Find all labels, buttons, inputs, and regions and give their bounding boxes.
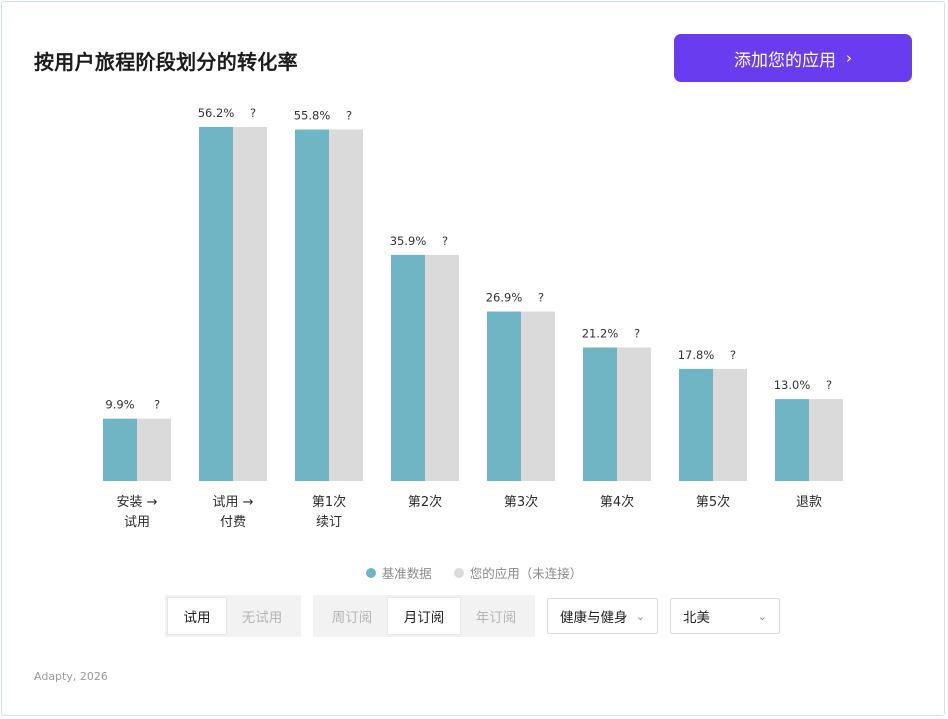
bar-benchmark-0 xyxy=(103,418,137,481)
category-select[interactable]: 健康与健身 ⌄ xyxy=(547,598,658,634)
subscription-option-yearly[interactable]: 年订阅 xyxy=(475,610,517,626)
legend-item-benchmark[interactable]: 基准数据 xyxy=(365,563,432,582)
chevron-down-icon: ⌄ xyxy=(757,609,767,623)
category-label-2-1: 续订 xyxy=(316,515,342,530)
category-label-7-0: 退款 xyxy=(796,495,822,510)
data-label-benchmark-4: 26.9% xyxy=(486,291,523,305)
bar-benchmark-2 xyxy=(295,129,329,481)
data-label-your-app-4: ? xyxy=(538,291,544,305)
category-label-3-0: 第2次 xyxy=(408,494,442,510)
chart-legend: 基准数据 您的应用（未连接） xyxy=(0,563,948,582)
subscription-option-monthly[interactable]: 月订阅 xyxy=(388,598,460,634)
category-label-4-0: 第3次 xyxy=(504,494,538,510)
bar-your-app-6 xyxy=(713,368,747,481)
bar-benchmark-7 xyxy=(775,399,809,481)
category-label-0-1: 试用 xyxy=(124,515,150,530)
category-label-0-0: 安装 → xyxy=(116,495,157,510)
bar-benchmark-1 xyxy=(199,127,233,481)
bar-benchmark-4 xyxy=(487,311,521,481)
bar-your-app-4 xyxy=(521,311,555,481)
data-label-benchmark-1: 56.2% xyxy=(198,106,235,120)
category-label-5-0: 第4次 xyxy=(600,494,634,510)
bar-benchmark-5 xyxy=(583,347,617,481)
add-app-button[interactable]: 添加您的应用 › xyxy=(674,34,912,82)
category-label-2-0: 第1次 xyxy=(312,494,346,510)
trial-option-no-trial[interactable]: 无试用 xyxy=(241,610,283,626)
legend-label-benchmark: 基准数据 xyxy=(381,566,432,581)
data-label-benchmark-5: 21.2% xyxy=(582,326,619,340)
legend-label-your-app: 您的应用（未连接） xyxy=(469,566,583,581)
legend-swatch-benchmark xyxy=(365,567,376,578)
data-label-your-app-7: ? xyxy=(826,378,832,392)
region-select-value: 北美 xyxy=(683,610,710,626)
bar-benchmark-3 xyxy=(391,254,425,481)
data-label-your-app-0: ? xyxy=(154,398,160,412)
region-select[interactable]: 北美 ⌄ xyxy=(670,598,780,634)
footer-credit: Adapty, 2026 xyxy=(34,670,108,683)
bar-your-app-2 xyxy=(329,129,363,481)
add-app-label: 添加您的应用 xyxy=(734,50,836,71)
data-label-your-app-6: ? xyxy=(730,348,736,362)
subscription-option-weekly[interactable]: 周订阅 xyxy=(331,610,373,626)
subscription-toggle: 周订阅 月订阅 年订阅 xyxy=(313,595,535,637)
category-label-1-1: 付费 xyxy=(220,515,246,530)
trial-option-trial[interactable]: 试用 xyxy=(168,598,226,634)
bar-your-app-7 xyxy=(809,399,843,481)
legend-item-your-app[interactable]: 您的应用（未连接） xyxy=(453,563,583,582)
data-label-your-app-2: ? xyxy=(346,109,352,123)
data-label-your-app-1: ? xyxy=(250,106,256,120)
category-select-value: 健康与健身 xyxy=(560,610,628,626)
bar-your-app-5 xyxy=(617,347,651,481)
bar-benchmark-6 xyxy=(679,368,713,481)
chevron-right-icon: › xyxy=(846,49,852,67)
chevron-down-icon: ⌄ xyxy=(635,609,645,623)
bar-your-app-1 xyxy=(233,127,267,481)
data-label-benchmark-3: 35.9% xyxy=(390,234,427,248)
data-label-your-app-3: ? xyxy=(442,234,448,248)
bar-your-app-3 xyxy=(425,254,459,481)
category-label-6-0: 第5次 xyxy=(696,494,730,510)
data-label-benchmark-6: 17.8% xyxy=(678,348,715,362)
legend-swatch-your-app xyxy=(453,567,464,578)
data-label-your-app-5: ? xyxy=(634,326,640,340)
data-label-benchmark-0: 9.9% xyxy=(105,398,134,412)
bar-your-app-0 xyxy=(137,418,171,481)
chart-title: 按用户旅程阶段划分的转化率 xyxy=(34,50,298,74)
trial-toggle: 试用 无试用 xyxy=(165,595,301,637)
category-label-1-0: 试用 → xyxy=(212,495,253,510)
data-label-benchmark-2: 55.8% xyxy=(294,109,331,123)
data-label-benchmark-7: 13.0% xyxy=(774,378,811,392)
